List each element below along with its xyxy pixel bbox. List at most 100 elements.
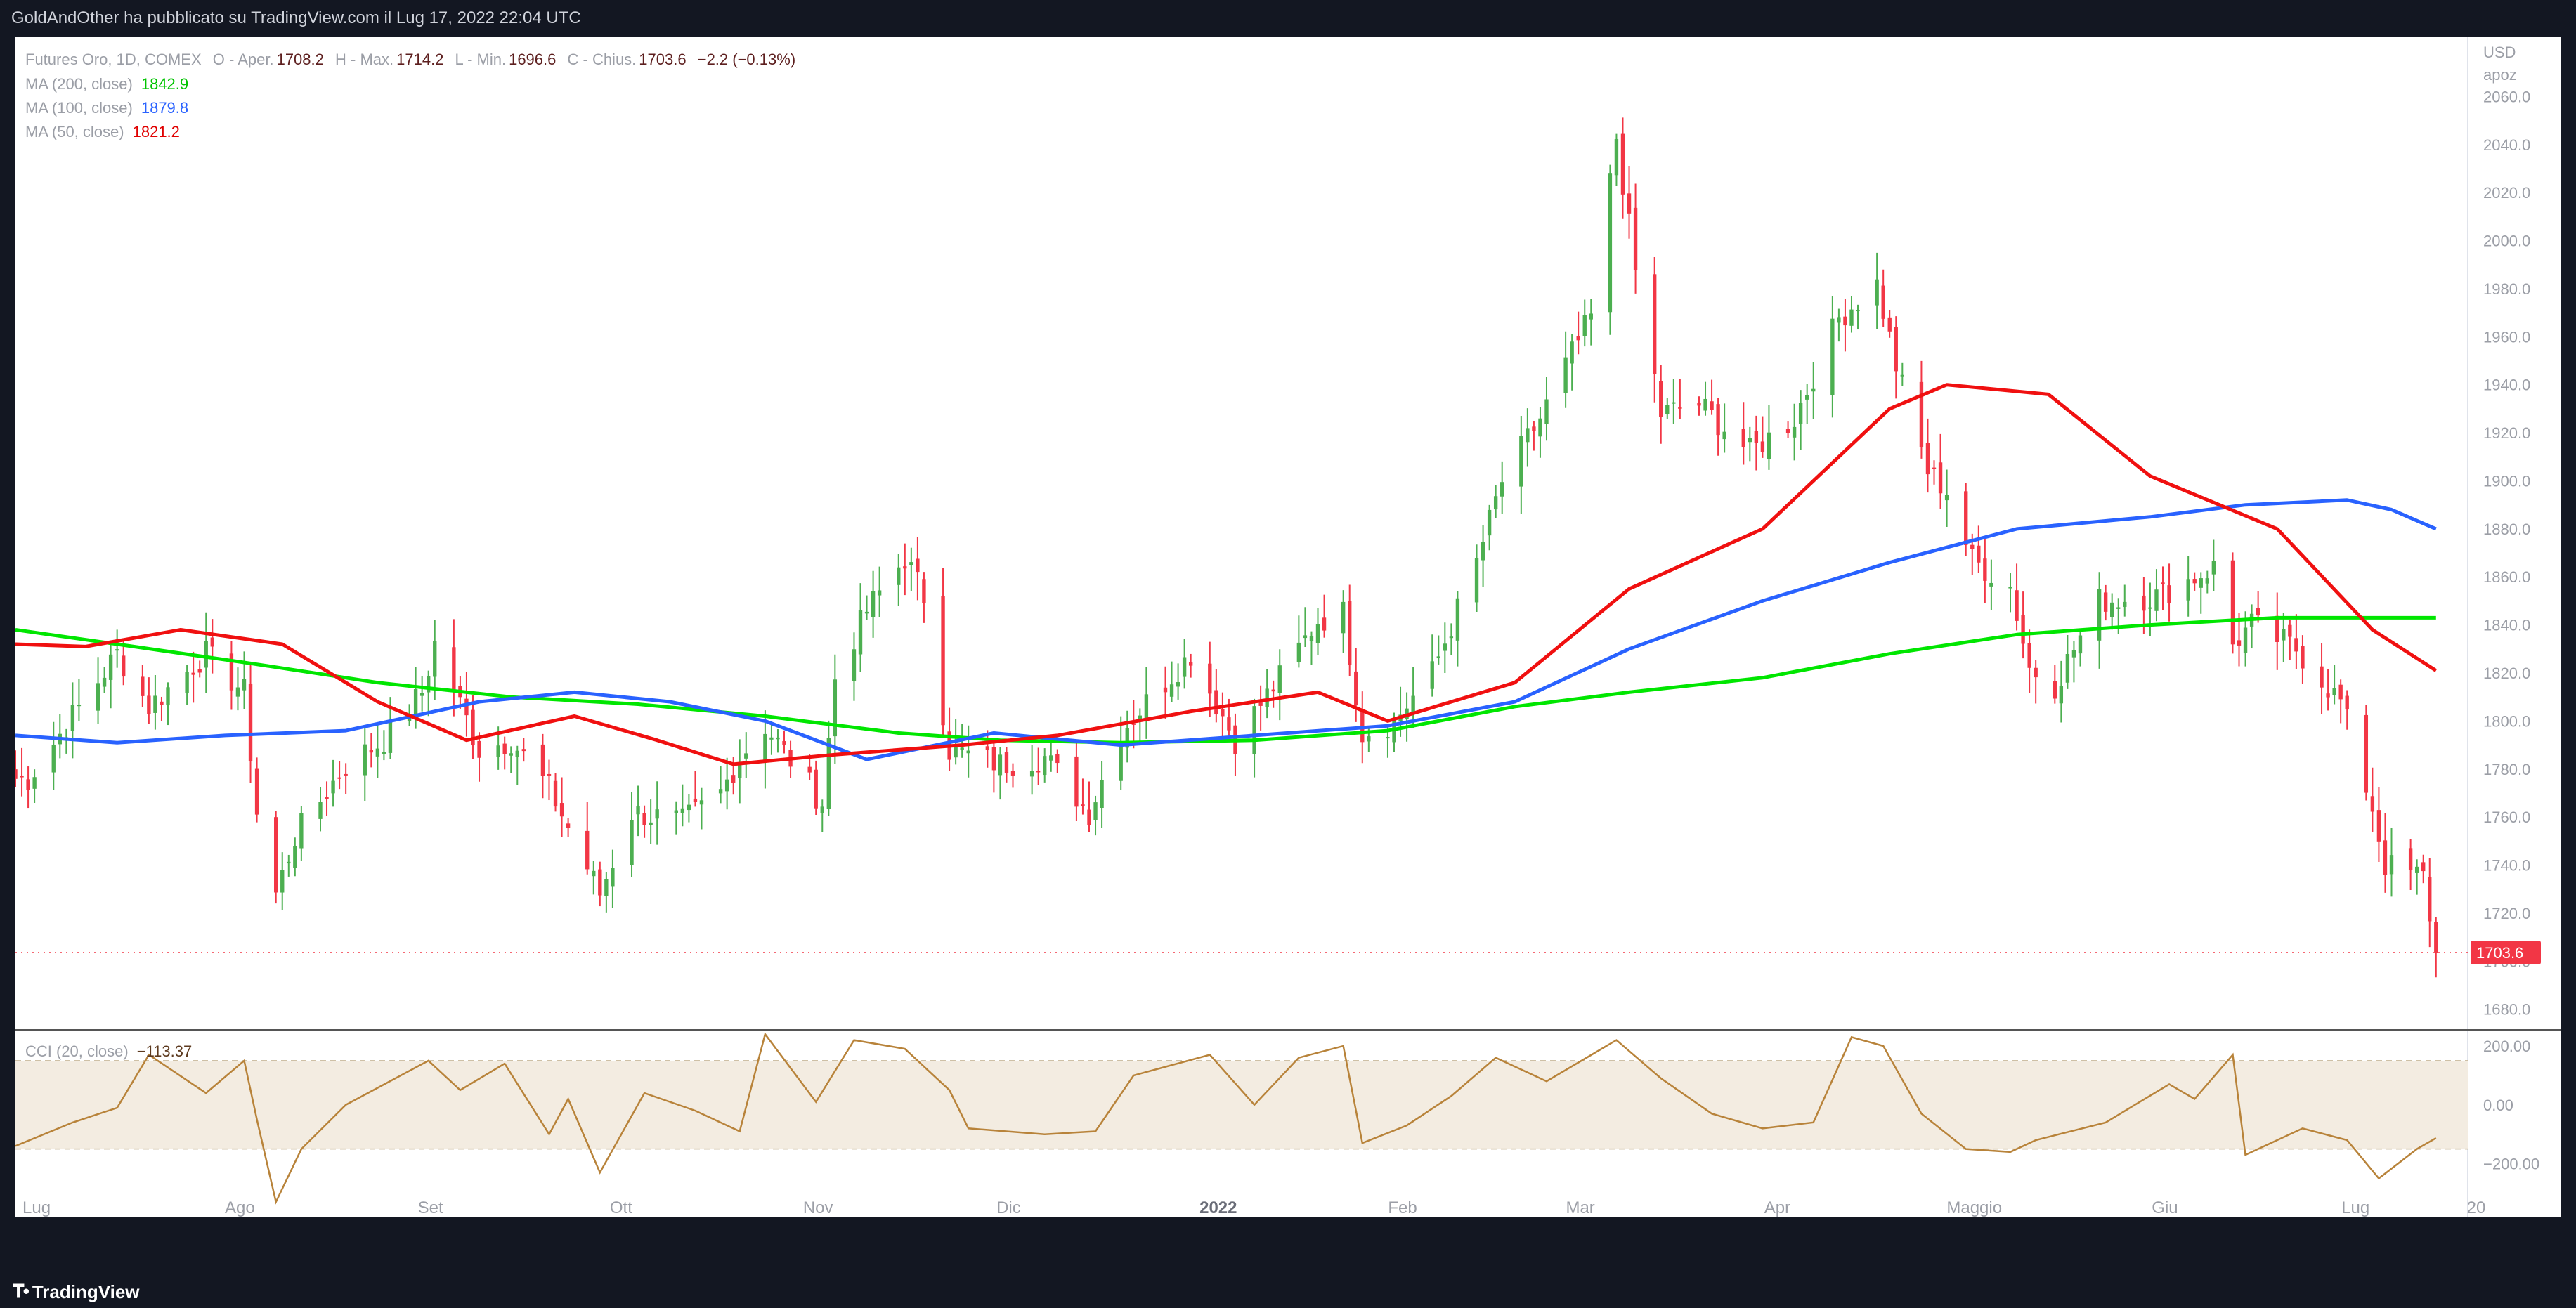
price-tick-label: 1840.0: [2483, 617, 2530, 634]
candle-up: [2389, 855, 2394, 875]
time-tick-label: Ago: [225, 1198, 255, 1217]
ma50-label: MA (50, close): [25, 123, 124, 140]
candle-up: [1582, 315, 1587, 336]
candle-down: [1964, 491, 1968, 545]
high-value: 1714.2: [396, 51, 444, 68]
candle-up: [1487, 509, 1492, 536]
candle-up: [2065, 654, 2070, 683]
candle-up: [382, 752, 386, 754]
candle-up: [960, 747, 964, 750]
price-tick-label: 1680.0: [2483, 1001, 2530, 1019]
candle-down: [2034, 667, 2038, 678]
candle-up: [204, 641, 208, 668]
candle-up: [2148, 607, 2152, 609]
candle-down: [471, 709, 475, 745]
price-tick-label: 1940.0: [2483, 377, 2530, 394]
candle-down: [1576, 336, 1580, 341]
time-tick-label: Set: [418, 1198, 443, 1217]
high-label: H - Max.: [335, 51, 394, 68]
candle-down: [274, 817, 278, 893]
candle-down: [2434, 922, 2438, 953]
candle-down: [540, 744, 545, 776]
price-tick-label: 1960.0: [2483, 328, 2530, 346]
candle-up: [1538, 418, 1542, 437]
candle-down: [2345, 695, 2349, 710]
candle-up: [1303, 635, 1308, 639]
candle-up: [611, 868, 615, 887]
candle-up: [1455, 598, 1460, 641]
candle-down: [731, 775, 736, 783]
candle-up: [280, 870, 285, 893]
candle-up: [427, 675, 431, 693]
last-price-label: 1703.6: [2476, 944, 2523, 962]
candle-down: [1627, 193, 1632, 214]
ma-line-50: [15, 383, 2438, 766]
candle-down: [197, 669, 202, 673]
candle-down: [1348, 601, 1352, 665]
candle-up: [1277, 665, 1282, 693]
price-chart-svg[interactable]: 1680.01700.01720.01740.01760.01780.01800…: [15, 37, 2561, 1217]
candle-up: [318, 802, 323, 819]
publish-text: GoldAndOther ha pubblicato su TradingVie…: [11, 8, 581, 27]
cci-tick-label: 0.00: [2483, 1097, 2513, 1114]
candle-down: [2021, 614, 2025, 644]
candle-up: [166, 687, 170, 706]
cci-tick-label: −200.00: [2483, 1156, 2539, 1173]
candle-up: [966, 750, 970, 754]
price-tick-label: 1920.0: [2483, 424, 2530, 442]
candle-down: [1258, 700, 1263, 706]
candle-up: [655, 809, 659, 819]
candle-up: [509, 753, 513, 756]
candle-up: [1138, 715, 1143, 722]
time-tick-label: Feb: [1388, 1198, 1417, 1217]
time-tick-label: Nov: [803, 1198, 833, 1217]
candle-down: [1620, 133, 1625, 195]
chart-area[interactable]: 1680.01700.01720.01740.01760.01780.01800…: [15, 37, 2561, 1217]
price-tick-label: 1880.0: [2483, 521, 2530, 538]
candle-down: [2103, 592, 2108, 612]
time-tick-label: Dic: [996, 1198, 1021, 1217]
candle-up: [2282, 629, 2286, 641]
candle-up: [1296, 642, 1301, 662]
candle-down: [2015, 590, 2019, 621]
candle-down: [1087, 809, 1091, 825]
candle-down: [922, 579, 926, 603]
candle-up: [153, 695, 157, 713]
candle-up: [2332, 688, 2336, 695]
ohlc-legend: Futures Oro, 1D, COMEX O - Aper. 1708.2 H…: [25, 51, 795, 69]
candle-up: [1252, 706, 1256, 754]
tradingview-logo[interactable]: 𝐓• TradingView: [13, 1281, 140, 1303]
low-value: 1696.6: [509, 51, 557, 68]
candle-up: [1792, 426, 1797, 438]
candle-up: [1341, 601, 1346, 634]
candle-up: [108, 654, 113, 680]
candle-up: [363, 744, 367, 776]
price-tick-label: 2000.0: [2483, 233, 2530, 250]
candle-down: [1004, 752, 1009, 773]
candle-up: [1443, 643, 1448, 651]
ma50-value: 1821.2: [132, 123, 180, 140]
candle-down: [547, 773, 552, 776]
candle-up: [388, 719, 393, 753]
candle-up: [2414, 866, 2419, 873]
candle-down: [2301, 646, 2305, 669]
candle-down: [2275, 615, 2279, 642]
candle-down: [147, 695, 151, 714]
candle-up: [864, 611, 869, 614]
candle-up: [1856, 310, 1860, 312]
candle-down: [1360, 709, 1365, 743]
candle-up: [630, 820, 634, 865]
ma100-legend: MA (100, close) 1879.8: [25, 99, 188, 117]
candle-down: [337, 777, 341, 779]
time-tick-label: 2022: [1199, 1198, 1237, 1217]
candle-down: [1633, 207, 1638, 270]
candle-down: [814, 769, 818, 809]
candle-up: [2116, 607, 2121, 609]
candle-down: [1354, 671, 1358, 706]
candle-up: [1430, 661, 1434, 689]
candle-down: [2167, 585, 2171, 603]
candle-up: [1544, 399, 1549, 424]
candle-down: [2408, 848, 2413, 870]
candle-up: [1748, 438, 1752, 443]
candle-down: [210, 637, 214, 647]
